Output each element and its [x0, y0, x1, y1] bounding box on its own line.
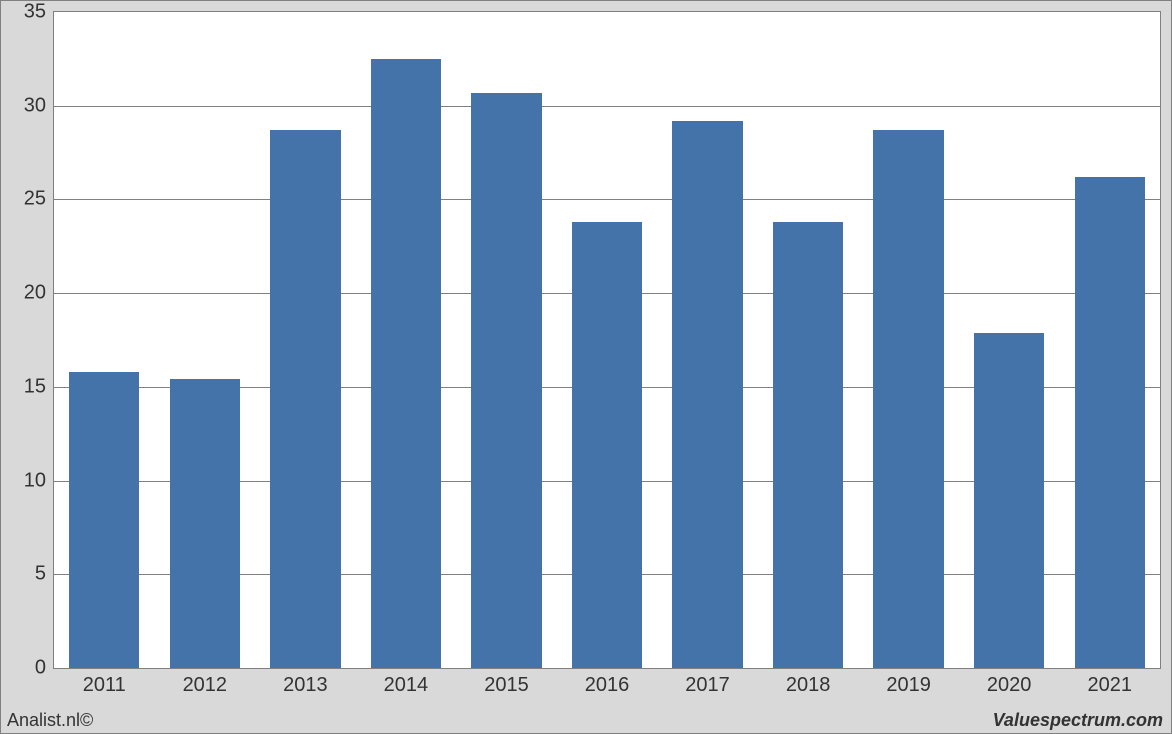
plot-area: 0510152025303520112012201320142015201620… [53, 11, 1161, 669]
bar [1075, 177, 1145, 668]
bar [69, 372, 139, 668]
bar [672, 121, 742, 668]
bar [773, 222, 843, 668]
x-axis-tick-label: 2018 [786, 674, 831, 697]
bar [371, 59, 441, 668]
y-axis-tick-label: 20 [24, 282, 46, 305]
footer-left-credit: Analist.nl© [7, 710, 93, 731]
x-axis-tick-label: 2016 [585, 674, 630, 697]
bar [873, 130, 943, 668]
bar [270, 130, 340, 668]
x-axis-tick-label: 2011 [83, 674, 126, 697]
x-axis-tick-label: 2012 [183, 674, 228, 697]
bar [572, 222, 642, 668]
x-axis-tick-label: 2019 [886, 674, 931, 697]
y-axis-tick-label: 15 [24, 375, 46, 398]
bar [974, 333, 1044, 668]
gridline [54, 199, 1160, 200]
footer-right-credit: Valuespectrum.com [993, 710, 1163, 731]
y-axis-tick-label: 30 [24, 94, 46, 117]
x-axis-tick-label: 2014 [384, 674, 429, 697]
y-axis-tick-label: 25 [24, 188, 46, 211]
y-axis-tick-label: 5 [35, 563, 46, 586]
x-axis-tick-label: 2015 [484, 674, 529, 697]
y-axis-tick-label: 35 [24, 1, 46, 24]
y-axis-tick-label: 10 [24, 469, 46, 492]
x-axis-tick-label: 2017 [685, 674, 730, 697]
bar [471, 93, 541, 668]
x-axis-tick-label: 2013 [283, 674, 328, 697]
gridline [54, 106, 1160, 107]
x-axis-tick-label: 2021 [1087, 674, 1132, 697]
y-axis-tick-label: 0 [35, 657, 46, 680]
x-axis-tick-label: 2020 [987, 674, 1032, 697]
chart-container: 0 5 10 15 20 25 30 35 2011 2012 2013 2014 2015 2016 20… [0, 0, 1172, 734]
bar [170, 379, 240, 668]
